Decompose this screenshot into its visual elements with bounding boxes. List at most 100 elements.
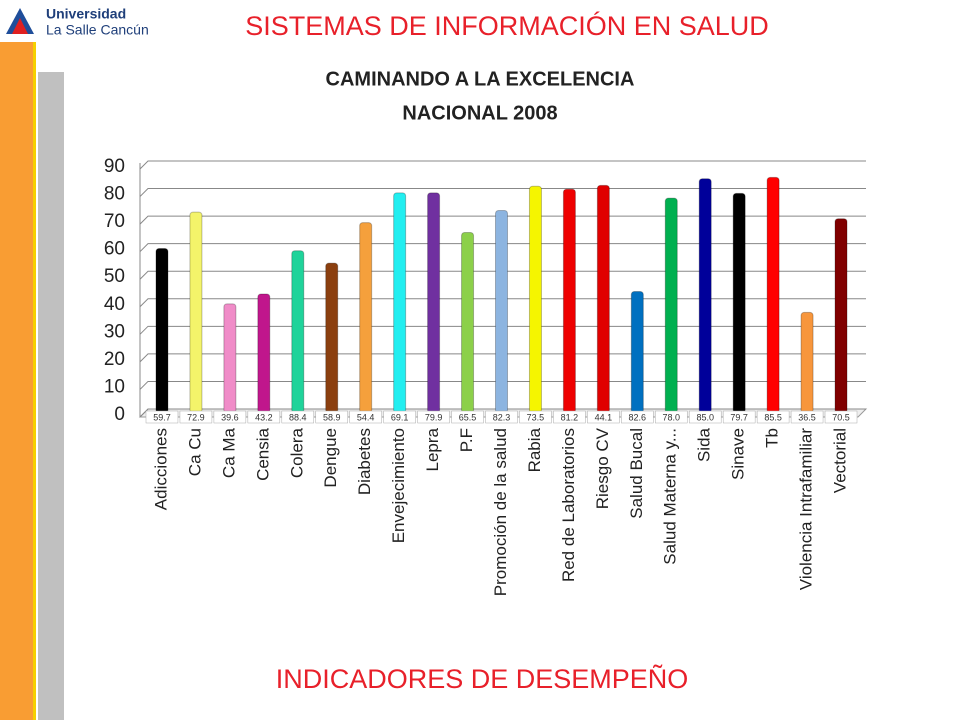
data-table-cell bbox=[587, 410, 620, 424]
bar bbox=[664, 197, 678, 414]
bar bbox=[393, 192, 407, 414]
data-table-cell bbox=[655, 410, 688, 424]
x-tick-label: P.F bbox=[457, 428, 476, 452]
data-table-label: 44.1 bbox=[595, 412, 613, 422]
data-table-label: 79.9 bbox=[425, 412, 443, 422]
data-table-label: 70.5 bbox=[832, 412, 850, 422]
bar bbox=[325, 262, 339, 414]
bar bbox=[596, 184, 610, 414]
data-table-label: 59.7 bbox=[153, 412, 171, 422]
data-table-cell bbox=[688, 410, 722, 424]
grid-line bbox=[139, 353, 866, 363]
bar bbox=[461, 232, 475, 414]
data-table-cell bbox=[247, 410, 281, 424]
bar bbox=[732, 192, 746, 414]
x-tick-label: Colera bbox=[287, 427, 306, 478]
data-table-cell bbox=[179, 410, 213, 424]
x-tick-label: Rabia bbox=[525, 427, 544, 472]
data-table-cell bbox=[281, 410, 315, 424]
bar bbox=[495, 209, 508, 414]
grid-line bbox=[139, 243, 866, 253]
grid-line bbox=[139, 325, 866, 335]
data-table-cell bbox=[756, 410, 790, 424]
x-tick-label: Salud Bucal bbox=[627, 428, 646, 519]
grid-line bbox=[139, 380, 866, 390]
grid-line bbox=[139, 160, 866, 170]
gray-strip bbox=[38, 72, 64, 720]
chart-subtitle: NACIONAL 2008 bbox=[402, 102, 557, 124]
x-tick-label: Riesgo CV bbox=[593, 427, 612, 509]
x-tick-label: Envejecimiento bbox=[389, 428, 408, 543]
data-table-label: 88.4 bbox=[289, 412, 307, 422]
x-tick-label: Ca Ma bbox=[219, 427, 238, 478]
x-tick-label: Dengue bbox=[321, 428, 340, 488]
x-tick-label: Promoción de la salud bbox=[491, 428, 510, 596]
x-tick-label: Adicciones bbox=[151, 428, 170, 510]
bar bbox=[189, 211, 203, 414]
bar bbox=[528, 185, 542, 414]
y-tick-label: 40 bbox=[104, 294, 125, 315]
data-table-label: 85.5 bbox=[764, 412, 782, 422]
data-table-label: 36.5 bbox=[798, 412, 816, 422]
grid-line bbox=[139, 188, 866, 197]
data-table-label: 78.0 bbox=[662, 412, 680, 422]
side-strip bbox=[0, 42, 33, 720]
x-tick-label: Diabetes bbox=[355, 428, 374, 495]
y-tick-label: 0 bbox=[114, 404, 125, 425]
x-tick-label: Tb bbox=[763, 428, 782, 448]
data-table-label: 82.6 bbox=[629, 412, 647, 422]
data-table-label: 54.4 bbox=[357, 412, 375, 422]
chart-title: CAMINANDO A LA EXCELENCIA bbox=[326, 68, 635, 90]
logo: Universidad La Salle Cancún bbox=[6, 6, 149, 38]
data-table-cell bbox=[621, 410, 654, 424]
grid-line bbox=[139, 408, 866, 418]
data-table-cell bbox=[824, 410, 858, 424]
data-table-cell bbox=[145, 410, 179, 424]
bar bbox=[257, 293, 271, 414]
bar bbox=[698, 178, 712, 414]
bar bbox=[291, 250, 305, 414]
y-tick-label: 70 bbox=[104, 211, 125, 232]
bar bbox=[834, 218, 848, 414]
data-table-cell bbox=[722, 410, 756, 424]
data-table-label: 72.9 bbox=[187, 412, 205, 422]
data-table-cell bbox=[790, 410, 824, 424]
data-table-cell bbox=[349, 410, 382, 424]
bar bbox=[800, 311, 814, 414]
data-table-label: 69.1 bbox=[391, 412, 409, 422]
y-tick-label: 30 bbox=[104, 321, 125, 342]
data-table-label: 73.5 bbox=[527, 412, 545, 422]
side-strip-edge bbox=[33, 42, 36, 720]
data-table-cell bbox=[417, 410, 450, 424]
x-tick-label: Sinave bbox=[729, 428, 748, 480]
data-table-label: 81.2 bbox=[561, 412, 579, 422]
y-tick-label: 90 bbox=[104, 156, 125, 177]
data-table-label: 65.5 bbox=[459, 412, 477, 422]
x-tick-label: Salud Materna y... bbox=[661, 428, 680, 565]
data-table-label: 43.2 bbox=[255, 412, 273, 422]
slide-title: SISTEMAS DE INFORMACIÓN EN SALUD bbox=[245, 10, 769, 41]
grid-line bbox=[139, 270, 866, 280]
x-tick-label: Vectorial bbox=[831, 428, 850, 493]
data-table-cell bbox=[519, 410, 552, 424]
data-table-label: 85.0 bbox=[696, 412, 714, 422]
bar bbox=[562, 188, 576, 414]
data-table-cell bbox=[553, 410, 586, 424]
bar bbox=[427, 192, 441, 414]
logo-text: La Salle Cancún bbox=[46, 22, 149, 38]
plot: 0 10 20 30 40 50 60 70 80 90 Adicciones Ca Cu Ca Ma C… bbox=[104, 156, 868, 596]
data-table-cell bbox=[485, 410, 518, 424]
y-tick-label: 20 bbox=[104, 349, 125, 370]
bar bbox=[155, 247, 169, 414]
data-table-label: 58.9 bbox=[323, 412, 341, 422]
x-tick-label: Ca Cu bbox=[185, 428, 204, 476]
data-table-cell bbox=[315, 410, 348, 424]
data-table-cell bbox=[451, 410, 484, 424]
data-table-cell bbox=[213, 410, 247, 424]
data-table-label: 79.7 bbox=[730, 412, 748, 422]
data-table-label: 82.3 bbox=[493, 412, 511, 422]
x-tick-label: Violencia Intrafamiliar bbox=[797, 428, 816, 591]
y-tick-label: 50 bbox=[104, 266, 125, 287]
y-tick-label: 80 bbox=[104, 184, 125, 205]
